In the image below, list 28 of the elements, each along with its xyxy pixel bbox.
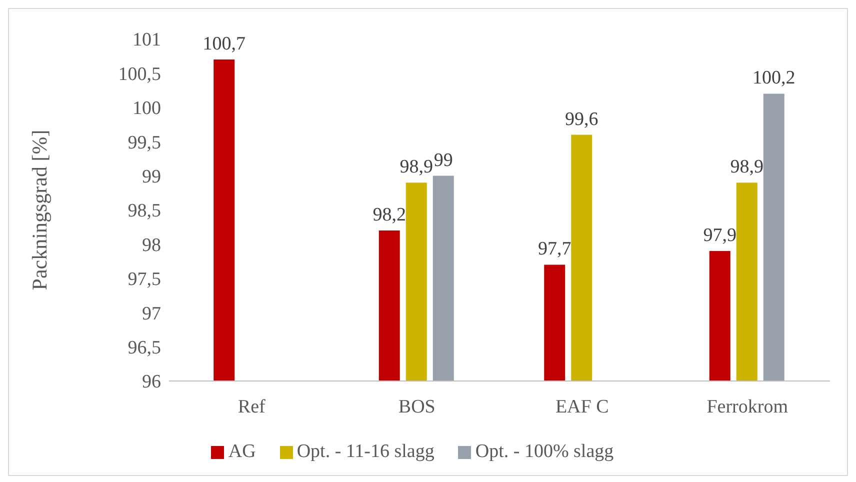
legend-label: Opt. - 100% slagg	[475, 441, 614, 462]
data-label: 97,9	[703, 225, 736, 246]
x-tick-label: BOS	[398, 396, 436, 418]
y-tick-label: 99,5	[128, 132, 161, 154]
y-tick-label: 98,5	[128, 200, 161, 222]
legend-label: Opt. - 11-16 slagg	[296, 441, 434, 462]
y-tick-label: 99	[142, 166, 161, 188]
data-label: 98,2	[372, 204, 406, 226]
y-tick-label: 96	[142, 372, 161, 393]
y-tick-label: 100,5	[118, 64, 161, 85]
data-label: 100,7	[202, 34, 246, 55]
x-tick-label: Ref	[238, 396, 266, 418]
y-tick-label: 98	[142, 234, 161, 256]
data-label: 98,9	[400, 156, 433, 178]
y-tick-label: 100	[132, 98, 161, 120]
data-label: 97,7	[538, 238, 572, 260]
y-tick-label: 96,5	[128, 338, 161, 359]
legend-label: AG	[228, 441, 256, 462]
y-tick-label: 97	[142, 303, 161, 324]
data-label: 98,9	[730, 156, 764, 178]
data-label: 100,2	[752, 68, 796, 89]
y-axis-title: Packningsgrad [%]	[27, 130, 52, 290]
y-tick-label: 101	[132, 30, 161, 51]
y-tick-label: 97,5	[128, 269, 161, 290]
data-label: 99	[434, 150, 453, 171]
x-tick-label: EAF C	[555, 396, 609, 418]
data-label: 99,6	[564, 108, 598, 130]
x-tick-label: Ferrokrom	[706, 396, 788, 418]
